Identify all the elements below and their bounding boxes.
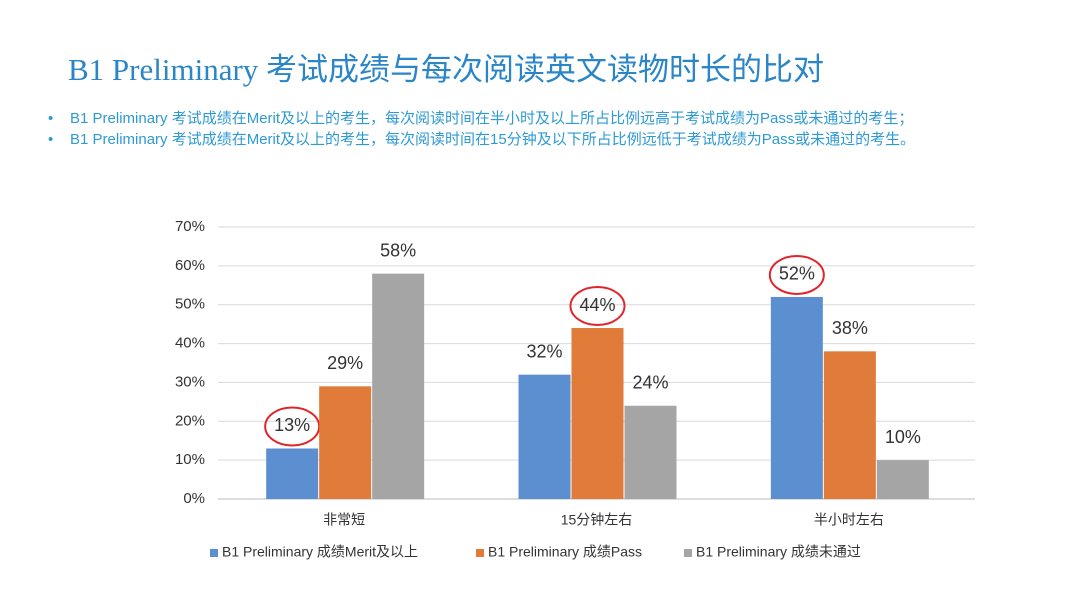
value-label: 10% [885, 427, 921, 447]
legend-swatch [684, 549, 692, 557]
bar [372, 273, 425, 499]
bar [624, 405, 677, 499]
value-label: 58% [380, 240, 416, 260]
y-tick-label: 20% [175, 412, 205, 429]
y-tick-label: 70% [175, 218, 205, 235]
bar [823, 351, 876, 499]
value-label: 13% [274, 415, 310, 435]
value-label: 38% [832, 318, 868, 338]
y-tick-label: 50% [175, 296, 205, 313]
x-tick-label: 非常短 [323, 512, 365, 528]
legend-label: B1 Preliminary 成绩未通过 [696, 544, 861, 560]
bar [876, 460, 929, 499]
value-label: 29% [327, 353, 363, 373]
y-tick-label: 40% [175, 335, 205, 352]
bar [266, 448, 319, 499]
highlight-circle [569, 286, 626, 327]
slide-title: B1 Preliminary 考试成绩与每次阅读英文读物时长的比对 [68, 52, 825, 87]
legend-label: B1 Preliminary 成绩Merit及以上 [222, 544, 418, 560]
bullet: B1 Preliminary 考试成绩在Merit及以上的考生，每次阅读时间在1… [48, 129, 948, 150]
bar [518, 374, 571, 499]
y-tick-label: 0% [183, 490, 205, 507]
highlight-circle [768, 254, 825, 295]
legend-label: B1 Preliminary 成绩Pass [488, 544, 642, 560]
legend-swatch [210, 549, 218, 557]
bar [571, 328, 624, 499]
value-label: 24% [632, 372, 668, 392]
y-tick-label: 60% [175, 257, 205, 274]
y-tick-label: 30% [175, 373, 205, 390]
y-tick-label: 10% [175, 451, 205, 468]
value-label: 44% [579, 295, 615, 315]
value-label: 52% [779, 264, 815, 284]
bar [319, 386, 372, 499]
value-label: 32% [526, 341, 562, 361]
bullet: B1 Preliminary 考试成绩在Merit及以上的考生，每次阅读时间在半… [48, 108, 948, 129]
x-tick-label: 半小时左右 [814, 512, 884, 528]
bullet-list: B1 Preliminary 考试成绩在Merit及以上的考生，每次阅读时间在半… [48, 108, 948, 150]
bar [770, 296, 823, 499]
legend-swatch [476, 549, 484, 557]
x-tick-label: 15分钟左右 [561, 512, 633, 528]
